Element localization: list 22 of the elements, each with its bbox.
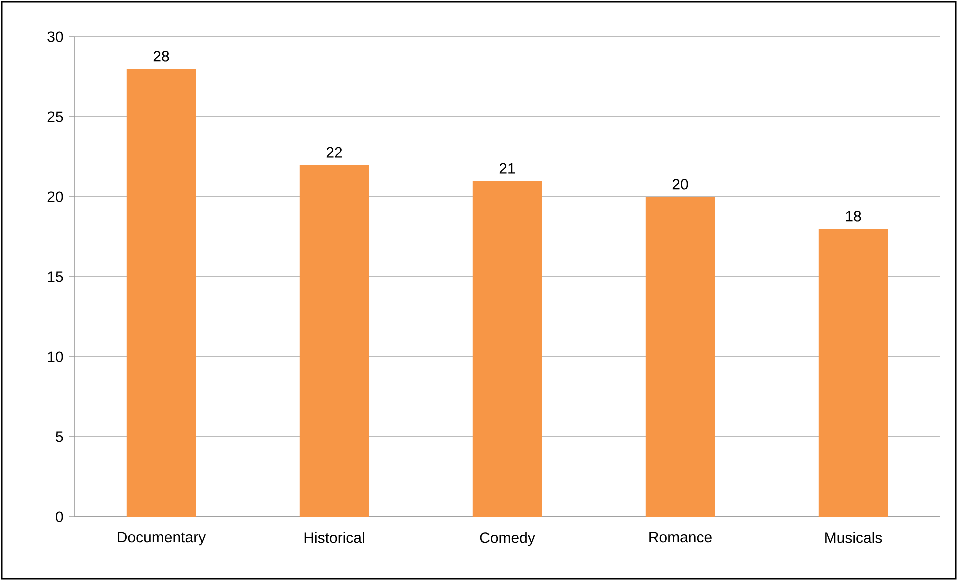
x-tick-label: Historical [304, 532, 364, 544]
x-tick-label: Comedy [480, 532, 536, 546]
x-tick-label: Romance [650, 532, 712, 543]
x-tick-label: Musicals [826, 532, 882, 544]
x-tick-label: Documentary [118, 532, 206, 546]
bar [818, 228, 888, 517]
y-tick-label: 5 [56, 432, 64, 442]
y-tick-label: 15 [48, 272, 64, 282]
y-tick-label: 30 [48, 32, 64, 42]
y-tick-label: 25 [48, 112, 64, 122]
bar [126, 68, 196, 517]
bar [300, 164, 370, 517]
y-tick-label: 10 [48, 352, 64, 362]
bar [646, 196, 716, 517]
data-label: 21 [500, 163, 516, 174]
y-tick-label: 20 [48, 192, 64, 202]
data-label: 22 [326, 147, 342, 158]
data-label: 28 [154, 51, 170, 62]
bar [472, 180, 542, 517]
y-tick-label: 0 [56, 512, 64, 522]
data-label: 18 [846, 211, 862, 222]
data-label: 20 [672, 179, 688, 190]
